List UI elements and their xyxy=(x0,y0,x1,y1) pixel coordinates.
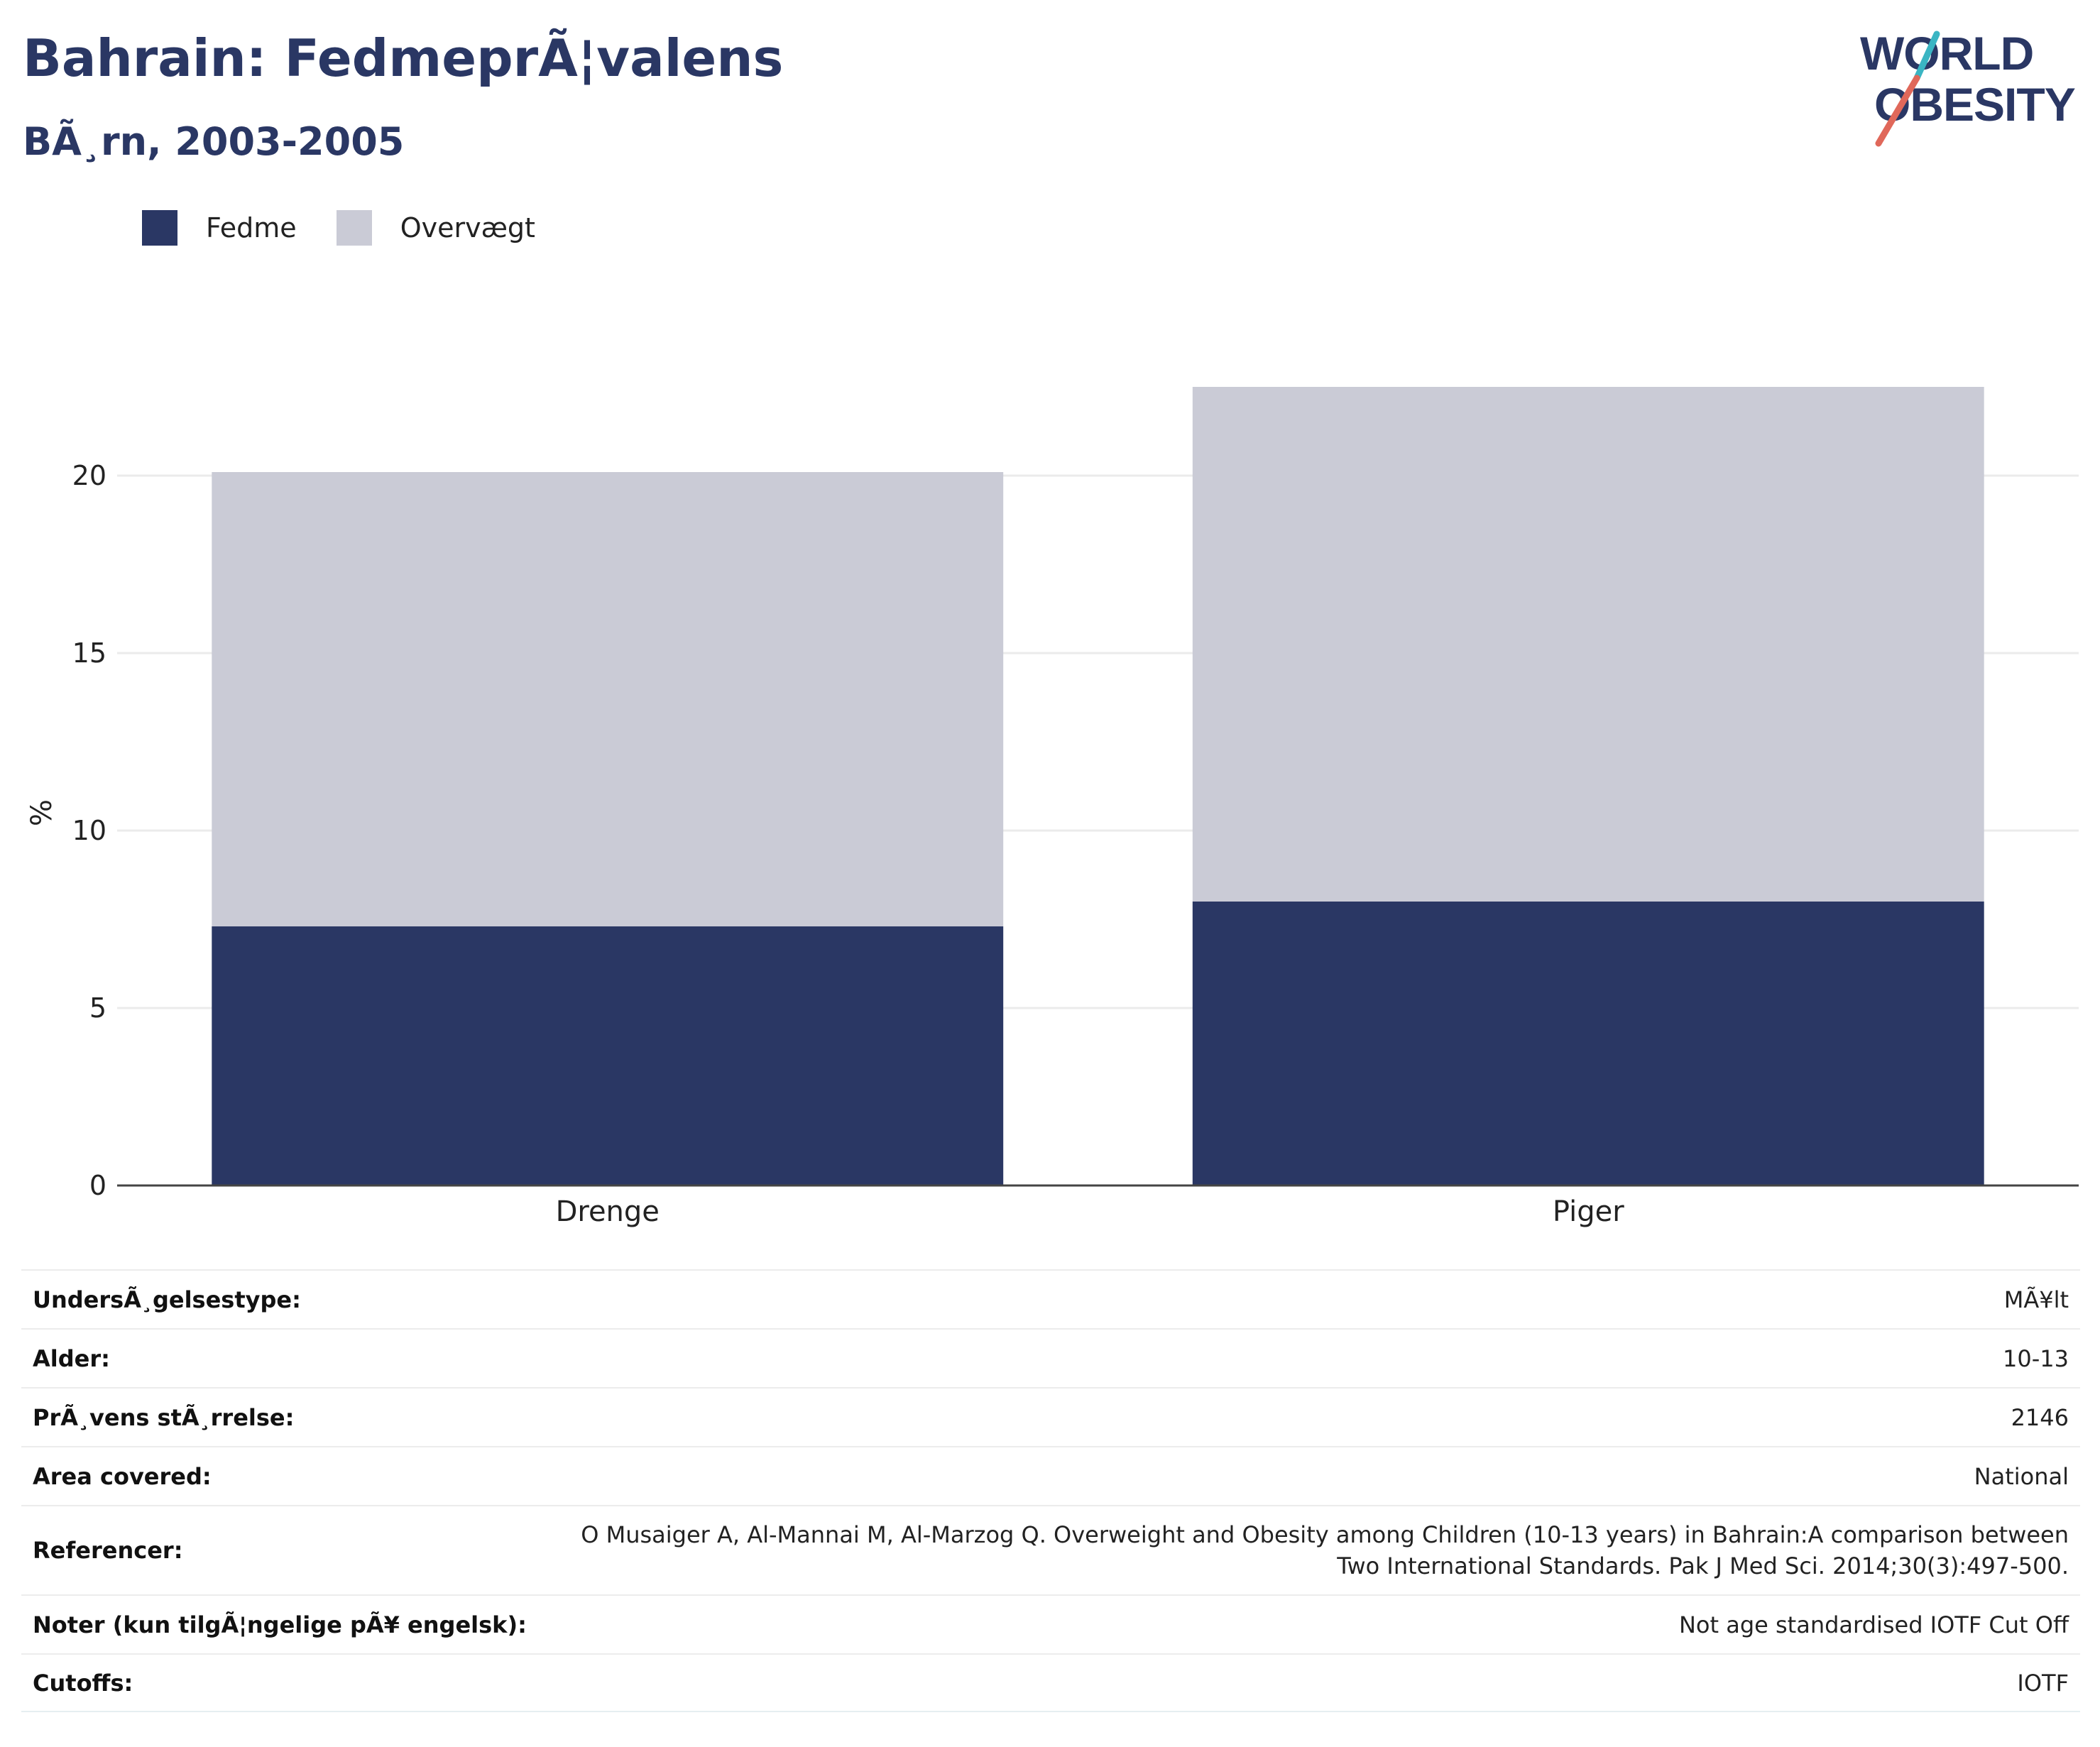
bar-chart: 0 5 10 15 20% Drenge Piger xyxy=(26,387,2079,1228)
detail-label: Cutoffs: xyxy=(33,1669,133,1697)
y-tick-label: 20 xyxy=(72,460,106,491)
detail-row-area-covered: Area covered: National xyxy=(21,1446,2080,1505)
detail-value: 2146 xyxy=(2011,1403,2069,1431)
detail-label: PrÃ¸vens stÃ¸rrelse: xyxy=(33,1403,295,1431)
detail-value: 10-13 xyxy=(2003,1345,2069,1372)
reference-line-1: O Musaiger A, Al-Mannai M, Al-Marzog Q. … xyxy=(581,1521,2069,1548)
study-details-table: UndersÃ¸gelsestype: MÃ¥lt Alder: 10-13 P… xyxy=(21,1269,2080,1712)
legend-item-fedme[interactable]: Fedme xyxy=(142,210,297,246)
detail-value: Not age standardised IOTF Cut Off xyxy=(1678,1611,2069,1638)
logo-slash-bottom xyxy=(1875,75,1920,147)
y-tick-label: 10 xyxy=(72,815,106,846)
x-tick-label: Piger xyxy=(1553,1195,1624,1228)
legend-label-fedme: Fedme xyxy=(206,212,297,243)
detail-row-cutoffs: Cutoffs: IOTF xyxy=(21,1653,2080,1712)
world-obesity-logo: WORLD OBESITY xyxy=(1860,27,2076,147)
detail-label: Referencer: xyxy=(33,1537,183,1564)
y-tick-label: 0 xyxy=(89,1170,106,1201)
detail-value: National xyxy=(1974,1462,2069,1490)
detail-value: MÃ¥lt xyxy=(2003,1286,2069,1313)
detail-value: O Musaiger A, Al-Mannai M, Al-Marzog Q. … xyxy=(581,1519,2069,1582)
logo-line-2: OBESITY xyxy=(1874,78,2075,131)
detail-row-references: Referencer: O Musaiger A, Al-Mannai M, A… xyxy=(21,1505,2080,1594)
legend-swatch-overvaegt xyxy=(336,210,372,246)
legend-swatch-fedme xyxy=(142,210,177,246)
bar-overv-gt-drenge xyxy=(212,472,1004,926)
detail-row-survey-type: UndersÃ¸gelsestype: MÃ¥lt xyxy=(21,1269,2080,1328)
chart-legend: Fedme Overvægt xyxy=(142,210,575,246)
detail-label: Area covered: xyxy=(33,1462,212,1490)
logo-line-1: WORLD xyxy=(1860,27,2033,80)
legend-label-overvaegt: Overvægt xyxy=(400,212,535,243)
detail-label: Noter (kun tilgÃ¦ngelige pÃ¥ engelsk): xyxy=(33,1611,527,1638)
x-tick-label: Drenge xyxy=(556,1195,660,1228)
detail-row-notes: Noter (kun tilgÃ¦ngelige pÃ¥ engelsk): N… xyxy=(21,1594,2080,1653)
detail-row-age: Alder: 10-13 xyxy=(21,1328,2080,1387)
bar-fedme-piger xyxy=(1192,902,1984,1185)
y-axis-label: % xyxy=(26,799,58,826)
detail-label: UndersÃ¸gelsestype: xyxy=(33,1286,301,1313)
detail-value: IOTF xyxy=(2017,1669,2069,1697)
logo-slash-top xyxy=(1913,31,1940,82)
reference-line-2: Two International Standards. Pak J Med S… xyxy=(1337,1552,2069,1579)
chart-title: Bahrain: FedmeprÃ¦valens xyxy=(23,28,784,88)
bar-fedme-drenge xyxy=(212,926,1004,1185)
detail-row-sample-size: PrÃ¸vens stÃ¸rrelse: 2146 xyxy=(21,1387,2080,1446)
y-tick-label: 5 xyxy=(89,992,106,1024)
y-tick-label: 15 xyxy=(72,637,106,669)
chart-subtitle: BÃ¸rn, 2003-2005 xyxy=(23,119,405,164)
legend-item-overvaegt[interactable]: Overvægt xyxy=(336,210,535,246)
bar-overv-gt-piger xyxy=(1192,387,1984,902)
detail-label: Alder: xyxy=(33,1345,110,1372)
